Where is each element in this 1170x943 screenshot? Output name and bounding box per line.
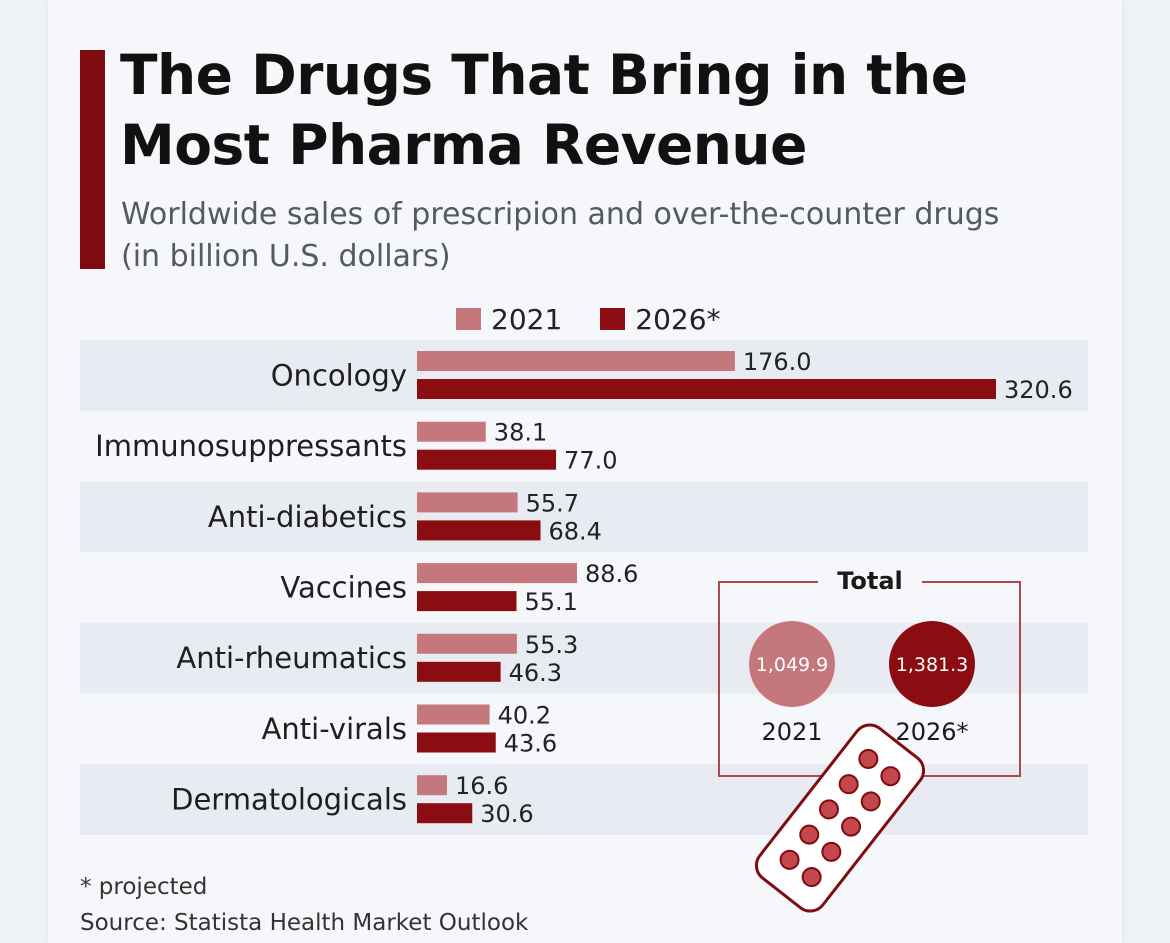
blister-pill-icon — [818, 799, 839, 820]
bar-immunosuppressants-2021 — [417, 421, 486, 442]
bar-anti-virals-2021 — [417, 704, 490, 725]
bar-anti-diabetics-2026 — [417, 520, 541, 541]
data-label-vaccines-2021: 88.6 — [585, 560, 638, 588]
legend-swatch-2026 — [600, 308, 626, 330]
data-label-anti-virals-2026: 43.6 — [504, 730, 557, 758]
total-year-2021: 2021 — [761, 718, 822, 746]
bar-vaccines-2026 — [417, 591, 517, 612]
legend-label-2021: 2021 — [491, 302, 563, 336]
category-label-dermatologicals: Dermatologicals — [171, 783, 407, 817]
category-label-anti-diabetics: Anti-diabetics — [208, 500, 407, 534]
title-line-2: Most Pharma Revenue — [120, 113, 807, 177]
row-band-oncology — [80, 340, 1088, 411]
bar-anti-diabetics-2021 — [417, 492, 518, 513]
legend-swatch-2021 — [456, 308, 481, 330]
data-label-oncology-2026: 320.6 — [1004, 376, 1073, 404]
bar-oncology-2021 — [417, 351, 735, 371]
bar-anti-rheumatics-2021 — [417, 633, 517, 654]
blister-pill-icon — [779, 849, 800, 870]
total-value-2021: 1,049.9 — [756, 654, 829, 676]
legend: 2021 2026* — [456, 301, 759, 337]
data-label-immunosuppressants-2021: 38.1 — [494, 419, 547, 447]
data-label-immunosuppressants-2026: 77.0 — [564, 447, 617, 475]
data-label-dermatologicals-2021: 16.6 — [455, 772, 508, 800]
total-value-2026: 1,381.3 — [896, 654, 969, 676]
data-label-anti-diabetics-2021: 55.7 — [526, 489, 579, 517]
data-label-dermatologicals-2026: 30.6 — [480, 800, 533, 828]
subtitle-line-2: (in billion U.S. dollars) — [121, 239, 451, 274]
row-band-anti-diabetics — [80, 481, 1088, 553]
legend-label-2026: 2026* — [635, 302, 721, 336]
blister-pill-icon — [799, 824, 820, 845]
total-year-2026: 2026* — [895, 718, 968, 746]
data-label-anti-rheumatics-2021: 55.3 — [525, 631, 578, 659]
data-label-vaccines-2026: 55.1 — [525, 588, 578, 616]
bar-anti-rheumatics-2026 — [417, 661, 501, 682]
blister-pill-icon — [801, 867, 822, 888]
pill-blister-icon — [754, 723, 926, 913]
legend-item-2021: 2021 — [456, 303, 562, 336]
totals-title: Total — [837, 567, 903, 595]
blister-pill-icon — [838, 774, 859, 795]
data-label-anti-diabetics-2026: 68.4 — [549, 517, 602, 545]
legend-item-2026: 2026* — [600, 302, 721, 336]
total-circle-2026 — [889, 621, 975, 707]
data-label-anti-virals-2021: 40.2 — [498, 702, 551, 730]
blister-pill-icon — [860, 791, 881, 812]
title-accent-bar — [80, 50, 105, 269]
category-label-immunosuppressants: Immunosuppressants — [95, 429, 407, 463]
bar-anti-virals-2026 — [417, 732, 496, 753]
category-label-oncology: Oncology — [271, 358, 407, 392]
footnote: * projected — [80, 874, 208, 900]
chart-subtitle: Worldwide sales of prescripion and over-… — [121, 194, 1111, 278]
chart-title: The Drugs That Bring in the Most Pharma … — [120, 40, 1120, 180]
blister-pill-icon — [841, 816, 862, 837]
blister-pill-icon — [858, 748, 879, 769]
title-line-1: The Drugs That Bring in the — [120, 43, 968, 107]
blister-pill-icon — [821, 841, 842, 862]
totals-title-backdrop — [818, 566, 922, 596]
subtitle-line-1: Worldwide sales of prescripion and over-… — [121, 197, 1000, 232]
bar-oncology-2026 — [417, 379, 996, 399]
data-label-anti-rheumatics-2026: 46.3 — [509, 659, 562, 687]
blister-pill-icon — [880, 766, 901, 787]
bar-dermatologicals-2021 — [417, 775, 447, 796]
category-label-anti-virals: Anti-virals — [262, 712, 407, 746]
category-label-vaccines: Vaccines — [280, 570, 407, 604]
bar-immunosuppressants-2026 — [417, 449, 557, 470]
data-label-oncology-2021: 176.0 — [743, 348, 812, 376]
bar-dermatologicals-2026 — [417, 803, 473, 824]
total-circle-2021 — [749, 621, 835, 707]
bar-vaccines-2021 — [417, 563, 578, 584]
category-label-anti-rheumatics: Anti-rheumatics — [176, 641, 407, 675]
source-note: Source: Statista Health Market Outlook — [80, 910, 529, 936]
